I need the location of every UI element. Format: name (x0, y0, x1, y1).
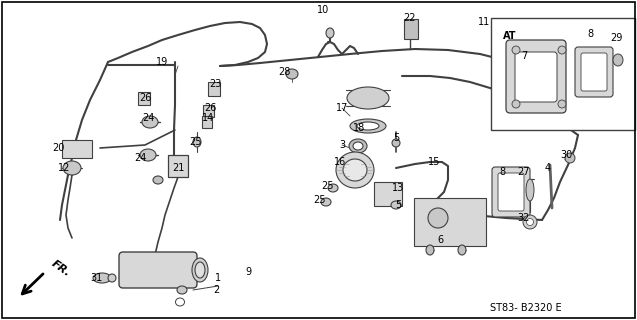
Ellipse shape (357, 122, 379, 130)
Text: FR.: FR. (50, 258, 73, 278)
Ellipse shape (558, 46, 566, 54)
Text: 10: 10 (317, 5, 329, 15)
Text: ST83- B2320 E: ST83- B2320 E (490, 303, 562, 313)
Ellipse shape (140, 149, 156, 161)
Ellipse shape (108, 274, 116, 282)
Text: 16: 16 (334, 157, 346, 167)
Bar (414, 198, 486, 246)
Text: 17: 17 (336, 103, 348, 113)
Ellipse shape (350, 119, 386, 133)
Text: 18: 18 (353, 123, 365, 133)
Ellipse shape (142, 116, 158, 128)
Text: 26: 26 (204, 103, 216, 113)
Ellipse shape (527, 219, 534, 226)
Ellipse shape (343, 159, 367, 181)
Ellipse shape (328, 184, 338, 192)
Text: 5: 5 (393, 133, 399, 143)
Ellipse shape (458, 245, 466, 255)
Text: 32: 32 (518, 213, 530, 223)
Ellipse shape (286, 69, 298, 79)
Ellipse shape (63, 161, 81, 175)
FancyBboxPatch shape (581, 53, 607, 91)
Ellipse shape (565, 153, 575, 163)
Text: 28: 28 (278, 67, 290, 77)
Text: 30: 30 (560, 150, 572, 160)
Ellipse shape (353, 142, 363, 150)
Text: 24: 24 (134, 153, 146, 163)
Text: 2: 2 (213, 285, 219, 295)
Text: 27: 27 (518, 167, 530, 177)
Ellipse shape (321, 198, 331, 206)
Text: 15: 15 (428, 157, 440, 167)
Ellipse shape (428, 208, 448, 228)
Ellipse shape (512, 100, 520, 108)
Ellipse shape (426, 245, 434, 255)
Ellipse shape (523, 215, 537, 229)
Ellipse shape (512, 46, 520, 54)
Ellipse shape (558, 100, 566, 108)
Text: 6: 6 (437, 235, 443, 245)
Text: 3: 3 (339, 140, 345, 150)
Ellipse shape (192, 258, 208, 282)
Bar (202, 116, 212, 128)
FancyBboxPatch shape (492, 167, 530, 217)
Text: 29: 29 (610, 33, 622, 43)
Ellipse shape (347, 87, 389, 109)
Text: 14: 14 (202, 113, 214, 123)
Ellipse shape (193, 137, 201, 147)
Text: 20: 20 (52, 143, 64, 153)
Text: AT: AT (503, 31, 517, 41)
Text: 26: 26 (139, 93, 151, 103)
Bar (138, 92, 150, 105)
Bar (62, 140, 92, 158)
FancyBboxPatch shape (119, 252, 197, 288)
Text: 9: 9 (245, 267, 251, 277)
Text: 31: 31 (90, 273, 102, 283)
Ellipse shape (195, 262, 205, 278)
FancyBboxPatch shape (515, 52, 557, 102)
Ellipse shape (349, 139, 367, 153)
Text: 8: 8 (499, 167, 505, 177)
Text: 23: 23 (209, 79, 221, 89)
Ellipse shape (176, 298, 185, 306)
Text: 7: 7 (521, 51, 527, 61)
Text: 8: 8 (587, 29, 593, 39)
Bar (404, 19, 418, 39)
Ellipse shape (177, 286, 187, 294)
Ellipse shape (392, 139, 400, 147)
FancyBboxPatch shape (575, 47, 613, 97)
Ellipse shape (613, 54, 623, 66)
Ellipse shape (153, 176, 163, 184)
Bar (203, 105, 214, 117)
Text: 5: 5 (395, 200, 401, 210)
Text: 11: 11 (478, 17, 490, 27)
FancyBboxPatch shape (506, 40, 566, 113)
Ellipse shape (326, 28, 334, 38)
Text: 22: 22 (404, 13, 416, 23)
Text: 21: 21 (172, 163, 184, 173)
Text: 24: 24 (142, 113, 154, 123)
Text: 1: 1 (215, 273, 221, 283)
Bar (374, 182, 402, 206)
Text: 12: 12 (58, 163, 70, 173)
Ellipse shape (391, 201, 401, 209)
Bar (208, 82, 220, 96)
Ellipse shape (93, 273, 111, 283)
Text: 25: 25 (314, 195, 326, 205)
Text: 19: 19 (156, 57, 168, 67)
Text: 4: 4 (545, 163, 551, 173)
Text: 25: 25 (322, 181, 334, 191)
Ellipse shape (336, 152, 374, 188)
Bar (168, 155, 188, 177)
Ellipse shape (526, 179, 534, 201)
FancyBboxPatch shape (498, 173, 524, 211)
Bar (491, 18, 635, 130)
Text: 25: 25 (190, 137, 203, 147)
Text: 13: 13 (392, 183, 404, 193)
